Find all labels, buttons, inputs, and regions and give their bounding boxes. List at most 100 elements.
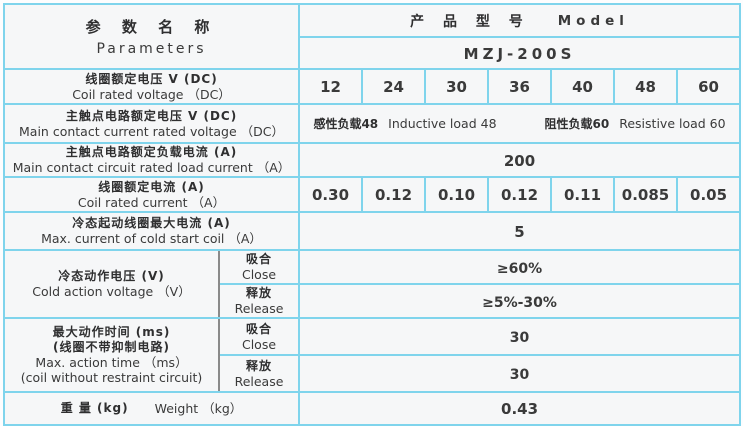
- cold-action-release-value-cell: ≥5%-30%: [298, 283, 742, 319]
- spec-table: 参 数 名 称 Parameters 产 品 型 号 Model MZJ-200…: [2, 3, 742, 426]
- model-value-cell: MZJ-200S: [298, 36, 742, 70]
- header-row-1: 参 数 名 称 Parameters 产 品 型 号 Model: [2, 3, 742, 70]
- coil-current-value: 0.085: [621, 186, 670, 204]
- value-cell: 0.12: [361, 176, 427, 213]
- cold-action-label-en: Cold action voltage （V）: [32, 284, 191, 299]
- close-label-zh: 吸合: [246, 321, 273, 336]
- coil-current-label-en: Coil rated current （A）: [77, 194, 226, 210]
- cold-start-value-cell: 5: [298, 211, 742, 251]
- weight-value: 0.43: [501, 400, 539, 418]
- load-current-label-cell: 主触点电路额定负载电流 (A) Main contact circuit rat…: [2, 142, 301, 178]
- coil-voltage-value: 40: [572, 78, 593, 96]
- coil-current-label-zh: 线圈额定电流 (A): [98, 179, 205, 194]
- header-row-2: MZJ-200S: [4, 36, 742, 70]
- cold-start-label-en: Max. current of cold start coil （A）: [41, 231, 262, 246]
- cold-start-label-cell: 冷态起动线圈最大电流 (A) Max. current of cold star…: [2, 211, 301, 251]
- load-current-value-cell: 200: [298, 142, 742, 178]
- coil-current-value: 0.11: [564, 186, 602, 204]
- row-coil-voltage: 线圈额定电压 V (DC) Coil rated voltage （DC） 12…: [2, 68, 742, 105]
- contact-voltage-label-en: Main contact current rated voltage （DC）: [19, 123, 284, 139]
- inductive-load-en: Inductive load 48: [388, 116, 497, 131]
- model-number: MZJ-200S: [463, 44, 576, 63]
- coil-current-value: 0.12: [375, 186, 413, 204]
- weight-label-en: Weight （kg）: [154, 401, 243, 416]
- cold-action-label-cell: 冷态动作电压 (V) Cold action voltage （V）: [3, 249, 220, 319]
- cold-action-release-value: ≥5%-30%: [482, 294, 557, 311]
- contact-voltage-value-cell: 感性负载48 Inductive load 48 阻性负载60 Resistiv…: [298, 103, 742, 144]
- row-coil-current: 线圈额定电流 (A) Coil rated current （A） 0.30 0…: [2, 176, 742, 213]
- coil-voltage-value: 48: [635, 78, 656, 96]
- close-label-en: Close: [241, 336, 277, 352]
- weight-label-zh: 重 量 (kg): [60, 401, 129, 415]
- value-cell: 0.11: [550, 176, 616, 213]
- value-cell: 24: [361, 68, 427, 105]
- row-cold-start: 冷态起动线圈最大电流 (A) Max. current of cold star…: [2, 211, 742, 251]
- coil-voltage-label-zh: 线圈额定电压 V (DC): [85, 71, 218, 86]
- release-label-en: Release: [234, 373, 284, 389]
- params-title-en: Parameters: [96, 41, 207, 57]
- row-action-time-close: 最大动作时间 (ms) (线圈不带抑制电路) Max. action time …: [3, 317, 742, 393]
- value-cell: 40: [550, 68, 616, 105]
- close-label-en: Close: [241, 267, 277, 282]
- value-cell: 0.30: [298, 176, 364, 213]
- release-label-zh: 释放: [246, 358, 273, 373]
- resistive-load-en: Resistive load 60: [619, 116, 726, 131]
- value-cell: 36: [487, 68, 553, 105]
- value-cell: 0.12: [487, 176, 553, 213]
- value-cell: 0.05: [676, 176, 742, 213]
- action-time-label-cell: 最大动作时间 (ms) (线圈不带抑制电路) Max. action time …: [3, 317, 220, 393]
- model-title-zh: 产 品 型 号: [410, 13, 530, 30]
- action-time-close-value-cell: 30: [298, 317, 742, 356]
- row-load-current: 主触点电路额定负载电流 (A) Main contact circuit rat…: [2, 142, 742, 178]
- action-time-close-label-cell: 吸合 Close: [217, 317, 301, 356]
- value-cell: 60: [676, 68, 742, 105]
- action-time-label-en2: (coil without restraint circuit): [20, 370, 203, 385]
- coil-current-value: 0.10: [438, 186, 476, 204]
- coil-voltage-value: 60: [698, 78, 719, 96]
- cold-start-label-zh: 冷态起动线圈最大电流 (A): [72, 216, 231, 230]
- cold-action-close-label-cell: 吸合 Close: [217, 249, 301, 285]
- action-time-close-value: 30: [509, 330, 530, 346]
- release-label-en: Release: [234, 301, 284, 316]
- coil-voltage-value: 12: [320, 78, 341, 96]
- model-title-en: Model: [557, 12, 629, 29]
- value-cell: 0.085: [613, 176, 679, 213]
- cold-start-value: 5: [514, 222, 525, 241]
- load-current-label-en: Main contact circuit rated load current …: [12, 160, 291, 175]
- action-time-release-value-cell: 30: [298, 354, 742, 393]
- row-cold-action-release: 释放 Release ≥5%-30%: [4, 283, 742, 319]
- contact-voltage-label-zh: 主触点电路额定电压 V (DC): [65, 108, 238, 123]
- row-contact-voltage: 主触点电路额定电压 V (DC) Main contact current ra…: [2, 103, 742, 144]
- params-title-zh: 参 数 名 称: [85, 18, 218, 36]
- weight-value-cell: 0.43: [298, 391, 742, 426]
- coil-voltage-value: 24: [383, 78, 404, 96]
- value-cell: 48: [613, 68, 679, 105]
- inductive-load-zh: 感性负载48: [313, 117, 379, 131]
- coil-voltage-label-cell: 线圈额定电压 V (DC) Coil rated voltage （DC）: [2, 68, 301, 105]
- coil-voltage-value: 30: [446, 78, 467, 96]
- action-time-label-zh2: (线圈不带抑制电路): [53, 340, 170, 354]
- value-cell: 30: [424, 68, 490, 105]
- cold-action-close-value: ≥60%: [496, 260, 543, 277]
- action-time-release-value: 30: [509, 367, 530, 383]
- value-cell: 12: [298, 68, 364, 105]
- weight-label-cell: 重 量 (kg) Weight （kg）: [2, 391, 301, 426]
- cold-action-close-value-cell: ≥60%: [298, 249, 742, 285]
- value-cell: 0.10: [424, 176, 490, 213]
- model-header-cell: 产 品 型 号 Model: [298, 3, 742, 38]
- cold-action-release-label-cell: 释放 Release: [217, 283, 301, 319]
- coil-current-label-cell: 线圈额定电流 (A) Coil rated current （A）: [2, 176, 301, 213]
- action-time-label-zh: 最大动作时间 (ms): [52, 325, 171, 339]
- load-current-value: 200: [503, 151, 536, 170]
- close-label-zh: 吸合: [246, 252, 273, 266]
- cold-action-label-zh: 冷态动作电压 (V): [58, 269, 165, 283]
- coil-current-value: 0.12: [501, 186, 539, 204]
- contact-voltage-label-cell: 主触点电路额定电压 V (DC) Main contact current ra…: [2, 103, 301, 144]
- row-cold-action-close: 冷态动作电压 (V) Cold action voltage （V） 吸合 Cl…: [3, 249, 742, 319]
- load-current-label-zh: 主触点电路额定负载电流 (A): [65, 145, 238, 159]
- row-action-time-release: 释放 Release 30: [4, 354, 742, 393]
- coil-voltage-label-en: Coil rated voltage （DC）: [72, 86, 231, 102]
- release-label-zh: 释放: [246, 286, 273, 300]
- resistive-load-zh: 阻性负载60: [544, 117, 610, 131]
- row-weight: 重 量 (kg) Weight （kg） 0.43: [2, 391, 742, 426]
